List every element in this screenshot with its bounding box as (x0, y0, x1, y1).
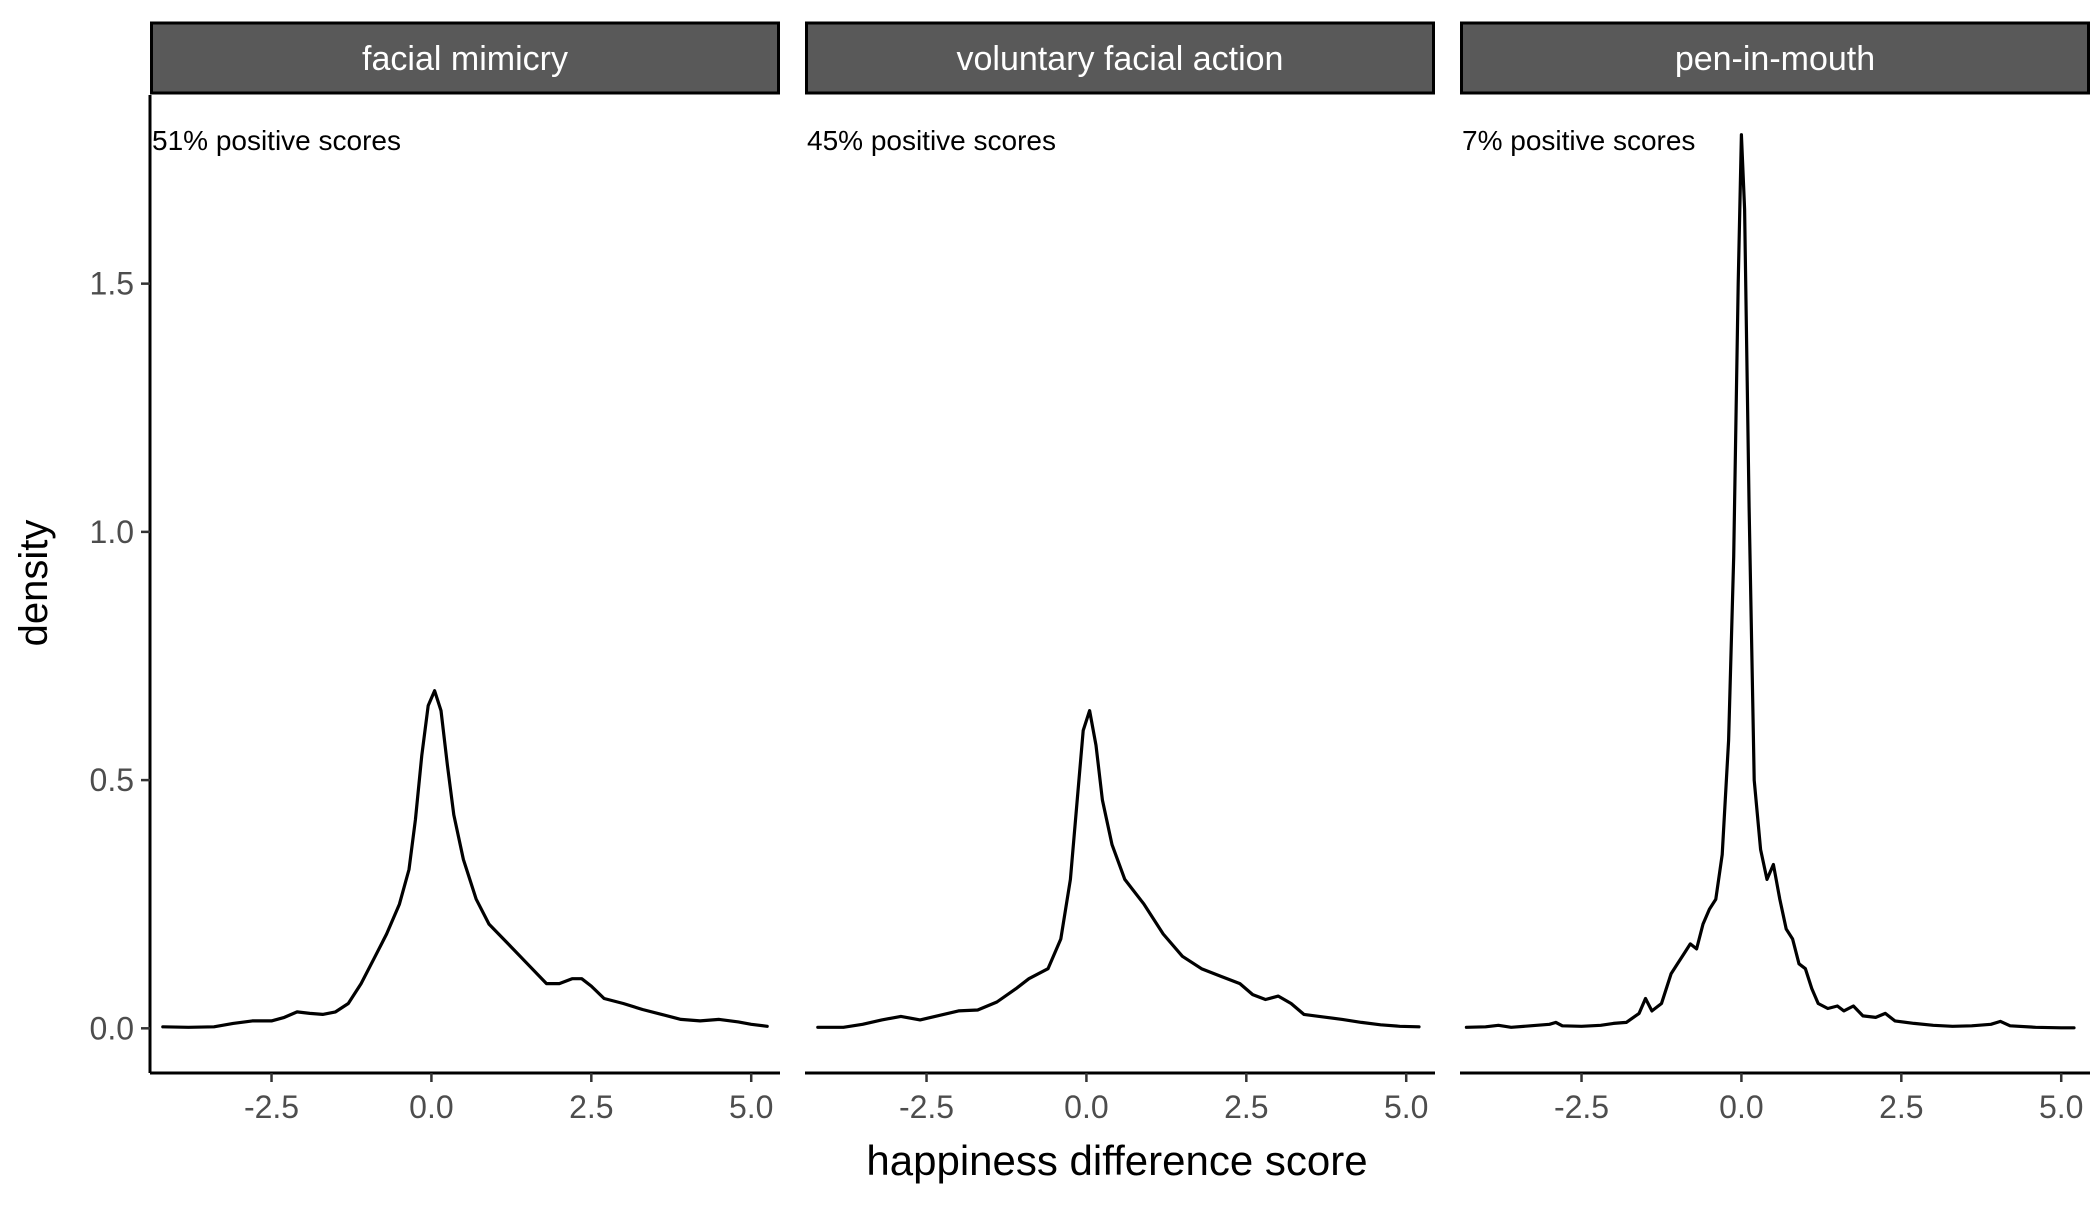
x-tick-label: 0.0 (409, 1089, 453, 1125)
density-line (1464, 133, 2076, 1030)
annotation-label: 45% positive scores (807, 125, 1056, 156)
density-line (816, 709, 1421, 1029)
x-tick-label: -2.5 (244, 1089, 299, 1125)
annotation-label: 7% positive scores (1462, 125, 1695, 156)
x-tick-label: 5.0 (1384, 1089, 1428, 1125)
annotation-label: 51% positive scores (152, 125, 401, 156)
x-tick-label: 5.0 (2039, 1089, 2083, 1125)
x-tick-label: 5.0 (729, 1089, 773, 1125)
x-tick-label: -2.5 (899, 1089, 954, 1125)
facet-panel: facial mimicry 51% positive scores -2.5 0.0… (150, 21, 780, 1125)
y-tick-label: 1.0 (90, 514, 134, 550)
facet-panel: voluntary facial action 45% positive scor… (805, 21, 1435, 1125)
x-tick-label: 2.5 (1224, 1089, 1268, 1125)
y-tick-label: 0.0 (90, 1010, 134, 1046)
x-tick-label: 0.0 (1064, 1089, 1108, 1125)
density-line (161, 689, 769, 1029)
facet-panel: pen-in-mouth 7% positive scores -2.5 0.0 2.5… (1460, 21, 2090, 1125)
y-tick-label: 0.5 (90, 762, 134, 798)
strip-background (1460, 21, 2090, 95)
y-tick-label: 1.5 (90, 266, 134, 302)
x-tick-label: -2.5 (1554, 1089, 1609, 1125)
x-tick-label: 2.5 (1879, 1089, 1923, 1125)
strip-label: facial mimicry (362, 40, 568, 78)
x-tick-label: 2.5 (569, 1089, 613, 1125)
x-tick-label: 0.0 (1719, 1089, 1763, 1125)
strip-label: voluntary facial action (957, 40, 1284, 78)
x-axis-title: happiness difference score (866, 1137, 1367, 1184)
strip-background (805, 21, 1435, 95)
y-axis-title: density (12, 520, 56, 647)
strip-label: pen-in-mouth (1675, 40, 1875, 78)
strip-background (150, 21, 780, 95)
